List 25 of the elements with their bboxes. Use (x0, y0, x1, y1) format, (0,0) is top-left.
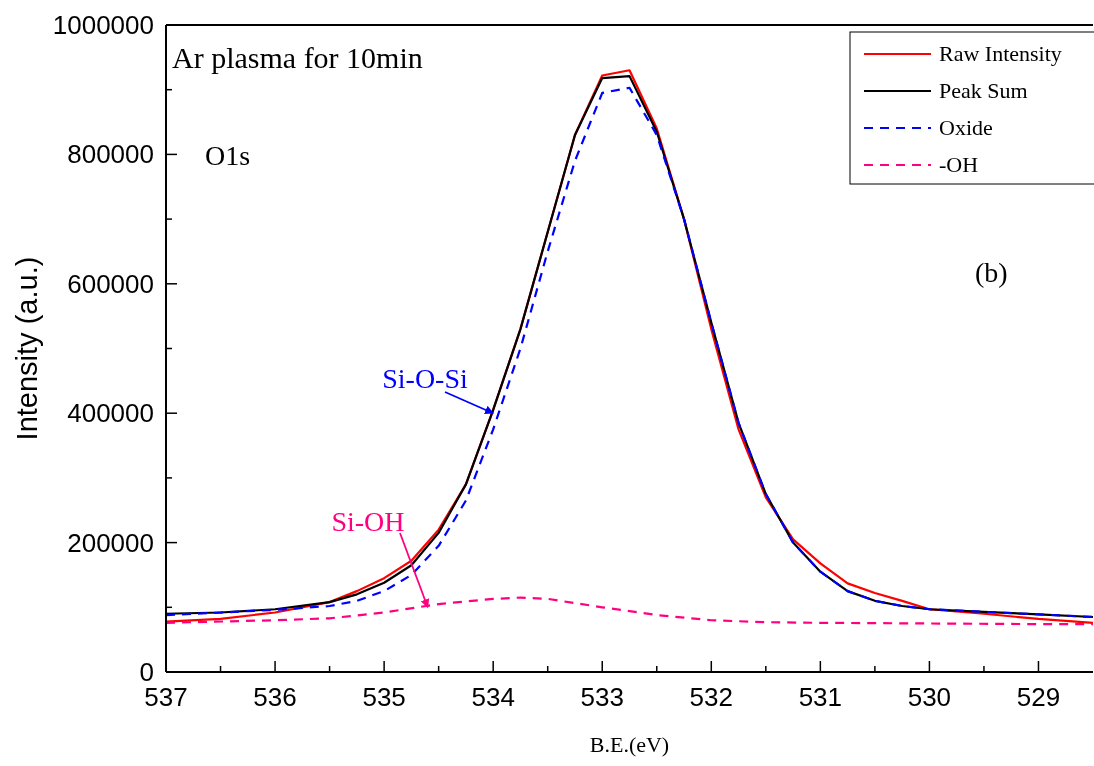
x-tick-label: 533 (580, 682, 624, 712)
y-tick-label: 800000 (67, 139, 154, 170)
y-tick-label: 400000 (67, 398, 154, 429)
annotation: Si-OH (331, 506, 405, 537)
y-axis-title: Intensity (a.u.) (11, 256, 43, 441)
x-tick-label: 530 (907, 682, 952, 712)
line-series (166, 596, 1093, 626)
x-tick-label: 536 (253, 682, 297, 712)
text: Ar plasma for 10min (172, 41, 423, 74)
legend-label: -OH (939, 152, 979, 177)
y-tick-label: 1000000 (52, 10, 154, 40)
y-tick-label: 600000 (67, 268, 154, 299)
legend-label: Oxide (939, 115, 993, 140)
annotation: O1s (205, 140, 251, 171)
legend-label: Peak Sum (939, 78, 1028, 103)
x-tick-label: 532 (689, 682, 733, 712)
x-tick-label: 534 (471, 682, 515, 712)
x-tick-label: 535 (362, 682, 406, 712)
annotation: Si-O-Si (382, 363, 468, 394)
annotation: (b) (975, 257, 1008, 288)
legend-label: Raw Intensity (939, 41, 1062, 66)
x-axis-title: B.E.(eV) (589, 732, 670, 757)
x-tick-label: 529 (1016, 682, 1061, 712)
y-tick-label: 200000 (67, 527, 154, 558)
x-tick-label: 531 (798, 682, 843, 712)
